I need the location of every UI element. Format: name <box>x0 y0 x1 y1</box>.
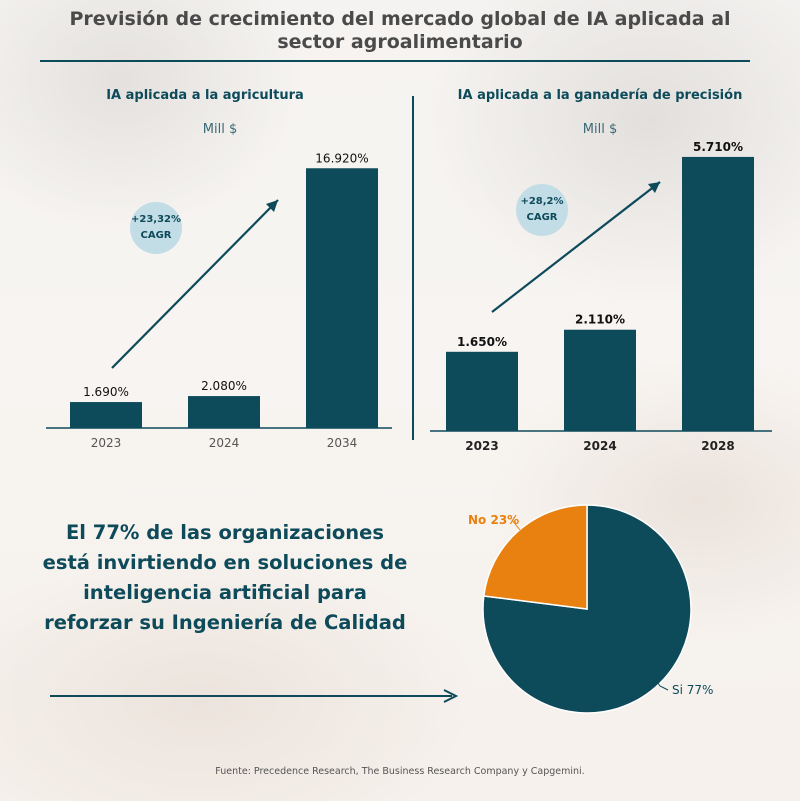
chart2-svg: 1.650% 2023 2.110% 2024 5.710% 2028 <box>430 140 772 453</box>
headline-statement: El 77% de las organizaciones está invirt… <box>42 521 408 634</box>
pie-label-no: No 23% <box>468 513 519 527</box>
chart1-value-label: 1.690% <box>83 385 129 399</box>
pie-slice-no <box>482 504 588 610</box>
pie-yes-leader <box>649 671 669 691</box>
chart1-trend-arrow <box>111 199 279 369</box>
chart1-cagr-bubble: +23,32% CAGR <box>130 202 182 254</box>
chart2-arrow-head <box>648 182 660 193</box>
chart2-category-label: 2023 <box>465 439 498 453</box>
chart1-bar-2034 <box>306 168 378 429</box>
page-title: Previsión de crecimiento del mercado glo… <box>69 8 731 53</box>
chart1-cagr-label: CAGR <box>140 230 172 241</box>
chart2-title: IA aplicada a la ganadería de precisión <box>457 88 743 103</box>
chart1-value-label: 16.920% <box>315 151 368 165</box>
chart2-category-label: 2028 <box>701 439 734 453</box>
source-note: Fuente: Precedence Research, The Busines… <box>215 766 585 777</box>
title-underline <box>40 60 750 62</box>
chart1-category-label: 2034 <box>327 436 358 450</box>
chart2-trend-arrow <box>491 181 661 313</box>
pie-no-leader <box>511 519 521 531</box>
chart2-value-label: 1.650% <box>457 335 507 349</box>
chart2-cagr-value: +28,2% <box>520 196 564 207</box>
chart2-value-label: 5.710% <box>693 140 743 154</box>
chart2-category-label: 2024 <box>583 439 616 453</box>
chart2-cagr-label: CAGR <box>526 212 558 223</box>
chart2-unit: Mill $ <box>582 122 618 137</box>
chart2-bar-2023 <box>446 351 518 431</box>
chart2-cagr-bubble: +28,2% CAGR <box>516 184 568 236</box>
chart2-bar-2024 <box>564 329 636 431</box>
headline-arrow <box>50 689 459 703</box>
chart1-unit: Mill $ <box>202 122 238 137</box>
chart1-bar-2024 <box>188 396 260 428</box>
pie-label-yes: Si 77% <box>672 683 713 697</box>
chart1-cagr-value: +23,32% <box>130 214 182 225</box>
chart1-value-label: 2.080% <box>201 379 247 393</box>
chart-divider <box>412 96 414 440</box>
chart2-value-label: 2.110% <box>575 313 625 327</box>
chart1-svg: 1.690% 2023 2.080% 2024 16.920% 2034 <box>46 151 392 450</box>
chart1-category-label: 2024 <box>209 436 240 450</box>
chart1-bar-2023 <box>70 402 142 428</box>
headline-arrow-head <box>443 689 459 703</box>
chart1-arrow-head <box>266 200 278 212</box>
chart2-bar-2028 <box>682 156 754 432</box>
chart1-title: IA aplicada a la agricultura <box>106 88 304 103</box>
chart1-category-label: 2023 <box>91 436 122 450</box>
